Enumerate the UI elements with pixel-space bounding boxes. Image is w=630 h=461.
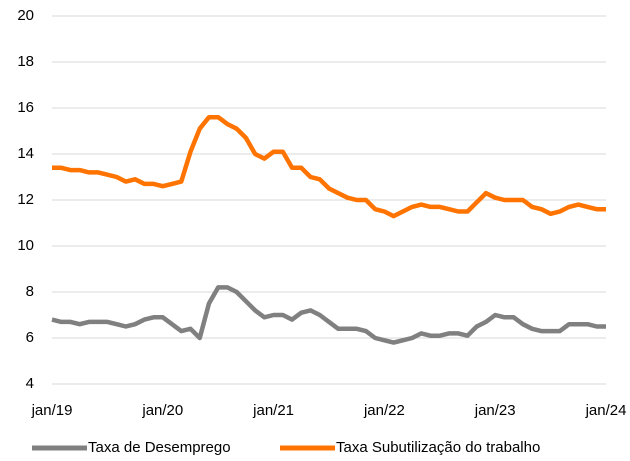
legend-label: Taxa de Desemprego [88, 439, 231, 456]
y-tick-label: 8 [26, 283, 34, 300]
y-tick-label: 6 [26, 329, 34, 346]
x-tick-label: jan/20 [141, 402, 183, 419]
y-tick-label: 20 [17, 7, 34, 24]
y-tick-label: 10 [17, 237, 34, 254]
x-tick-label: jan/22 [363, 402, 405, 419]
y-tick-label: 4 [26, 375, 34, 392]
y-tick-label: 14 [17, 145, 34, 162]
y-tick-label: 12 [17, 191, 34, 208]
x-tick-label: jan/23 [474, 402, 516, 419]
data-line [52, 114, 606, 219]
x-tick-label: jan/24 [585, 402, 627, 419]
legend-label: Taxa Subutilização do trabalho [336, 439, 540, 456]
y-tick-label: 16 [17, 99, 34, 116]
y-tick-label: 18 [17, 53, 34, 70]
data-line [51, 285, 606, 345]
x-tick-label: jan/21 [252, 402, 294, 419]
x-tick-label: jan/19 [31, 402, 73, 419]
